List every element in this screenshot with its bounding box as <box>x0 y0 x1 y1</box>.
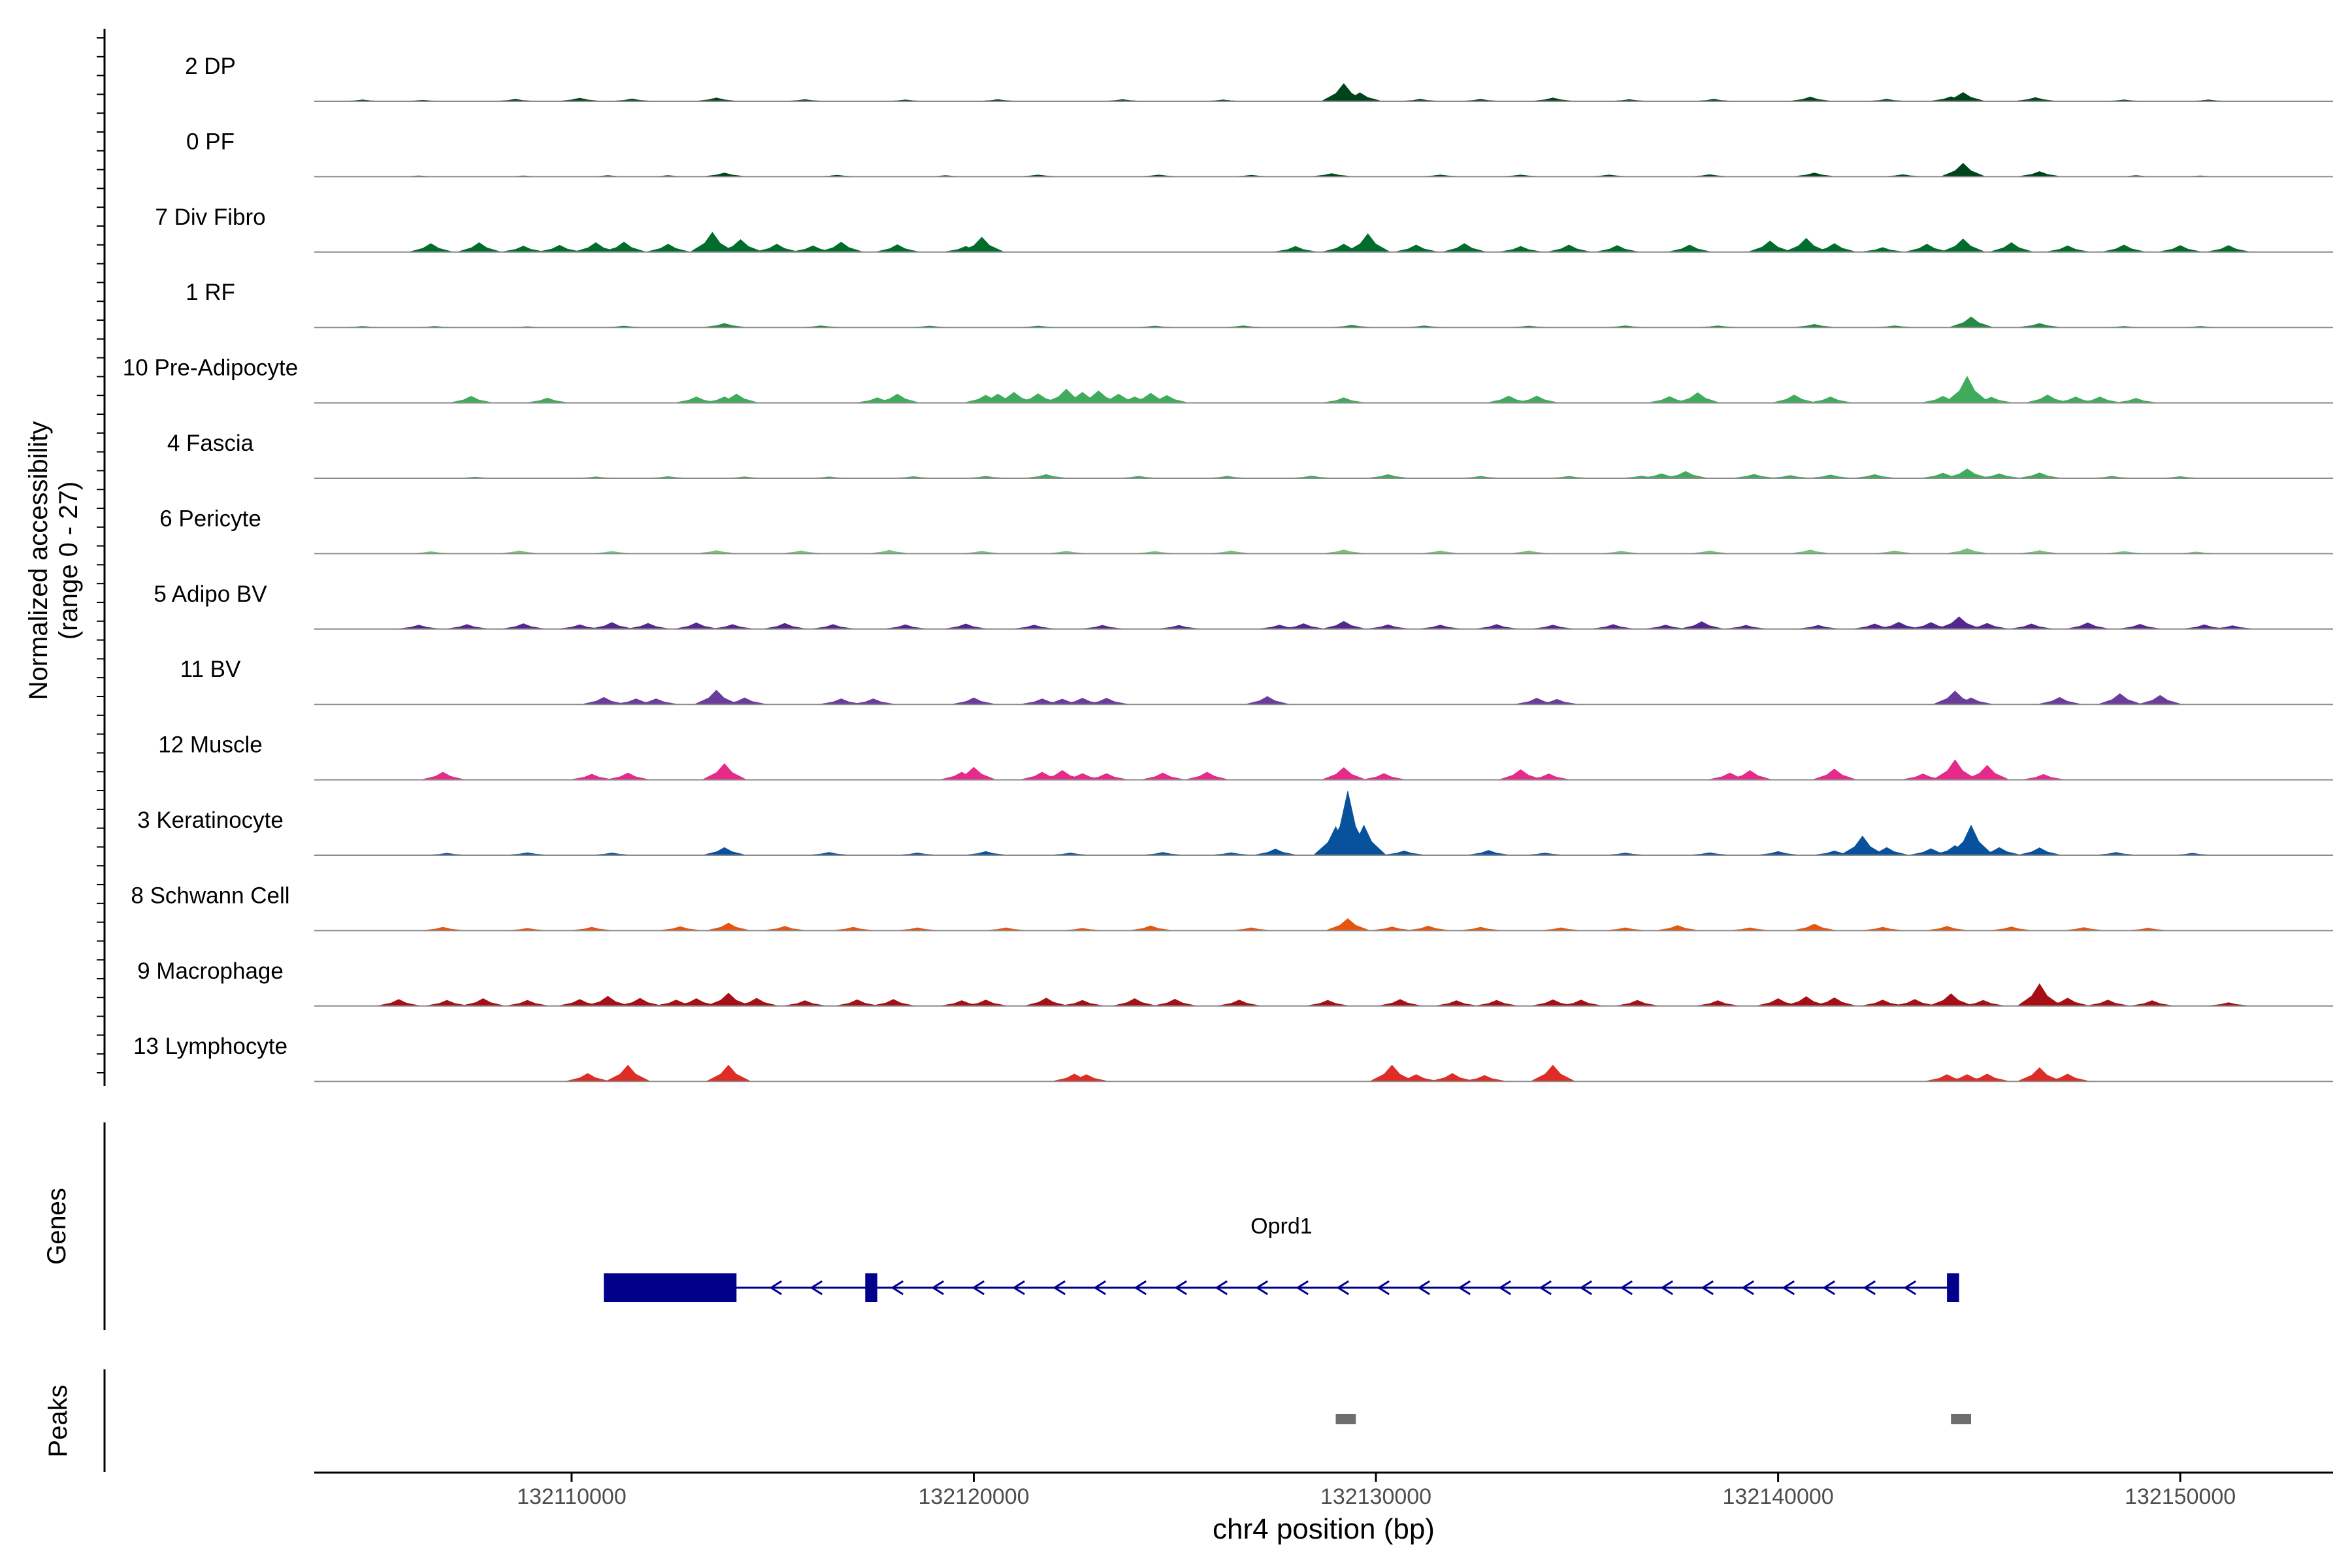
track-1: 2 DP <box>185 54 2333 102</box>
strand-arrow <box>1539 1280 1552 1296</box>
track-13: 9 Macrophage <box>137 958 2333 1007</box>
peaks-panel-label: Peaks <box>44 1384 73 1457</box>
strand-arrow <box>972 1280 985 1296</box>
peak-regions <box>1335 1414 1971 1424</box>
track-12: 8 Schwann Cell <box>131 883 2333 932</box>
coverage-tracks: 2 DP 0 PF 7 Div Fibro 1 RF 10 Pre-Adipocyte 4… <box>123 54 2333 1083</box>
track-label: 0 PF <box>186 129 235 154</box>
track-label: 11 BV <box>180 657 241 682</box>
coverage-y-axis-title-line1: Normalized accessibility <box>24 421 53 700</box>
strand-arrow <box>1417 1280 1430 1296</box>
x-tick-label: 132120000 <box>918 1484 1029 1509</box>
track-8: 5 Adipo BV <box>154 581 2333 630</box>
track-2: 0 PF <box>186 129 2333 178</box>
strand-arrow <box>1863 1280 1876 1296</box>
strand-arrow <box>769 1280 782 1296</box>
strand-arrow <box>1174 1280 1187 1296</box>
track-label: 4 Fascia <box>167 431 254 456</box>
gene-exon <box>1947 1273 1959 1302</box>
peak-region <box>1951 1414 1971 1424</box>
gene-name-label: Oprd1 <box>1250 1214 1313 1239</box>
coverage-y-ticks <box>97 37 105 1073</box>
strand-arrow <box>1215 1280 1228 1296</box>
strand-arrow <box>1579 1280 1592 1296</box>
track-label: 7 Div Fibro <box>155 204 265 230</box>
track-label: 6 Pericyte <box>159 506 261 531</box>
strand-arrow <box>1377 1280 1390 1296</box>
track-11: 3 Keratinocyte <box>137 791 2333 856</box>
strand-arrow <box>890 1280 904 1296</box>
strand-arrow <box>1296 1280 1309 1296</box>
track-label: 10 Pre-Adipocyte <box>123 355 298 381</box>
track-label: 9 Macrophage <box>137 958 284 984</box>
gene-exon <box>865 1273 877 1302</box>
track-14: 13 Lymphocyte <box>133 1034 2333 1083</box>
track-label: 1 RF <box>186 280 235 305</box>
track-label: 3 Keratinocyte <box>137 808 284 833</box>
track-3: 7 Div Fibro <box>155 204 2333 253</box>
x-tick-label: 132150000 <box>2125 1484 2236 1509</box>
track-label: 2 DP <box>185 54 236 79</box>
strand-arrow <box>1741 1280 1754 1296</box>
x-tick-label: 132140000 <box>1723 1484 1834 1509</box>
x-axis-title: chr4 position (bp) <box>1213 1513 1435 1545</box>
strand-arrow <box>1660 1280 1673 1296</box>
track-label: 5 Adipo BV <box>154 581 267 607</box>
strand-arrow <box>931 1280 944 1296</box>
x-axis-ticks: 132110000 132120000 132130000 132140000 1321… <box>517 1473 2236 1509</box>
strand-arrow <box>1012 1280 1025 1296</box>
track-9: 11 BV <box>180 657 2333 706</box>
x-tick-label: 132130000 <box>1320 1484 1431 1509</box>
x-tick-label: 132110000 <box>517 1484 627 1509</box>
track-label: 8 Schwann Cell <box>131 883 289 908</box>
track-10: 12 Muscle <box>158 732 2333 781</box>
strand-arrow <box>1255 1280 1268 1296</box>
strand-arrow <box>1336 1280 1349 1296</box>
strand-arrow <box>1093 1280 1106 1296</box>
track-4: 1 RF <box>186 280 2333 329</box>
strand-arrow <box>1498 1280 1511 1296</box>
strand-arrow <box>1620 1280 1633 1296</box>
peak-region <box>1335 1414 1356 1424</box>
track-label: 13 Lymphocyte <box>133 1034 287 1059</box>
track-6: 4 Fascia <box>167 431 2333 479</box>
strand-arrow <box>1053 1280 1066 1296</box>
strand-arrow <box>1458 1280 1471 1296</box>
genes-panel-label: Genes <box>42 1188 71 1265</box>
strand-arrow <box>1903 1280 1916 1296</box>
track-7: 6 Pericyte <box>159 506 2333 555</box>
strand-arrow <box>1134 1280 1147 1296</box>
strand-arrow <box>1822 1280 1835 1296</box>
gene-exon <box>604 1273 737 1302</box>
gene-track: Oprd1 <box>604 1214 1959 1302</box>
strand-arrow <box>1782 1280 1795 1296</box>
track-5: 10 Pre-Adipocyte <box>123 355 2333 404</box>
coverage-y-axis-title-line2: (range 0 - 27) <box>54 482 83 640</box>
strand-arrow <box>809 1280 823 1296</box>
track-label: 12 Muscle <box>158 732 263 758</box>
strand-arrow <box>1701 1280 1714 1296</box>
